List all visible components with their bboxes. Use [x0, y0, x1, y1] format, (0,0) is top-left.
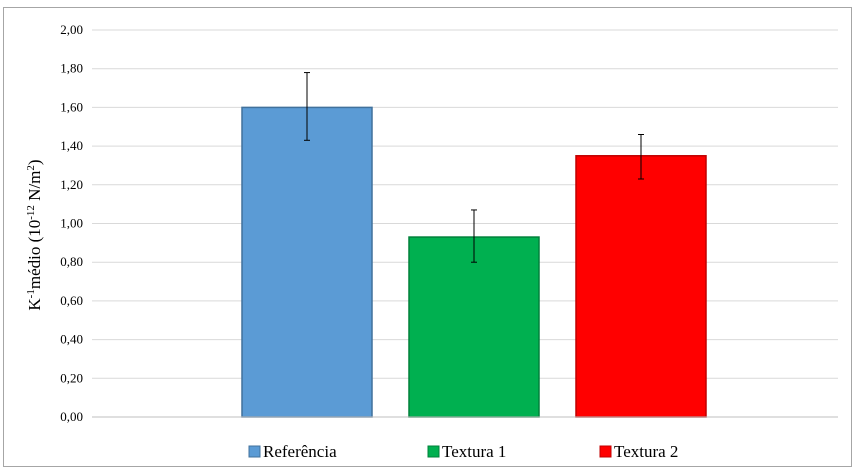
y-tick-label: 1,20 [60, 177, 83, 192]
y-tick-label: 2,00 [60, 22, 83, 37]
legend-item: Referência [248, 442, 337, 461]
y-tick-label: 0,00 [60, 409, 83, 424]
bar [408, 236, 540, 418]
legend-label: Textura 2 [614, 442, 678, 461]
legend-item: Textura 2 [599, 442, 678, 461]
y-axis-ticks: 0,00 0,20 0,40 0,60 0,80 1,00 1,20 1,40 1,60 1,80… [60, 22, 83, 424]
bar [241, 106, 373, 418]
legend-label: Referência [263, 442, 337, 461]
y-tick-label: 0,20 [60, 370, 83, 385]
bars [241, 106, 707, 418]
y-tick-label: 1,80 [60, 61, 83, 76]
bar [575, 155, 707, 418]
legend-swatch [427, 445, 440, 458]
y-tick-label: 0,40 [60, 332, 83, 347]
legend-item: Textura 1 [427, 442, 506, 461]
error-bars [304, 72, 644, 263]
y-axis-label: K-1médio (10-12 N/m2) [25, 159, 44, 310]
y-tick-label: 0,60 [60, 293, 83, 308]
legend-label: Textura 1 [442, 442, 506, 461]
legend-swatch [599, 445, 612, 458]
y-tick-label: 0,80 [60, 254, 83, 269]
y-tick-label: 1,00 [60, 216, 83, 231]
legend-swatch [248, 445, 261, 458]
y-tick-label: 1,40 [60, 138, 83, 153]
y-tick-label: 1,60 [60, 99, 83, 114]
legend: Referência Textura 1 Textura 2 [248, 442, 678, 461]
